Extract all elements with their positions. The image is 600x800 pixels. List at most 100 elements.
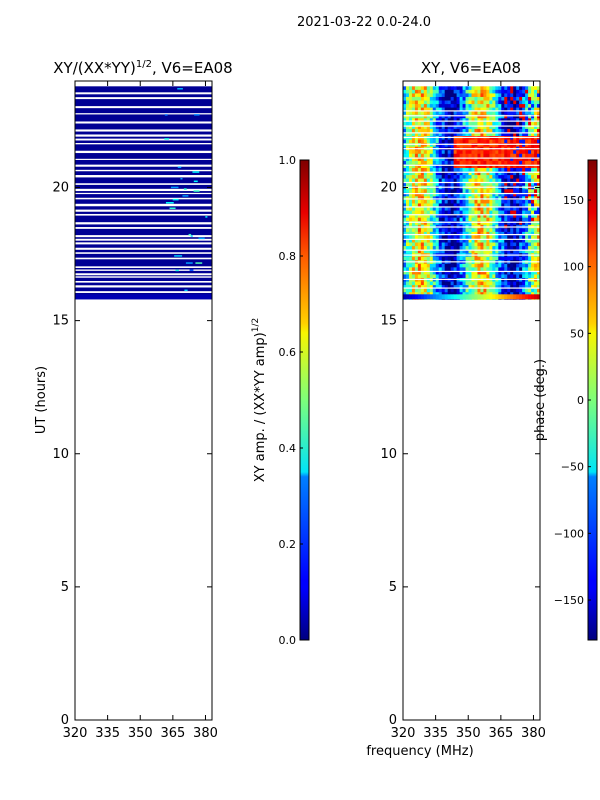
phase-cell [403, 189, 407, 194]
phase-cell [447, 100, 452, 105]
phase-panel-title: XY, V6=EA08 [421, 59, 521, 77]
amplitude-gap-line [75, 266, 212, 268]
amplitude-cell [169, 207, 176, 210]
phase-cell [414, 267, 419, 272]
amplitude-gap-line [75, 138, 212, 141]
phase-cell [471, 100, 475, 105]
phase-cell [510, 192, 514, 197]
phase-cell [450, 139, 455, 144]
phase-cell [474, 199, 478, 204]
phase-cell [414, 178, 419, 183]
phase-cell [462, 143, 466, 148]
phase-cell [462, 249, 466, 254]
phase-cell [489, 199, 493, 204]
phase-cell [414, 242, 419, 247]
phase-cell [435, 164, 440, 169]
amplitude-gap-line [75, 227, 212, 229]
phase-cell [492, 100, 496, 105]
amplitude-gap-line [75, 169, 212, 172]
phase-cell [411, 274, 416, 279]
phase-cell [537, 214, 540, 219]
phase-cell [435, 121, 440, 126]
phase-cell [411, 164, 416, 169]
phase-cell [423, 281, 428, 286]
phase-cell [432, 217, 437, 222]
phase-cell [468, 86, 472, 91]
amplitude-cell [185, 262, 193, 264]
phase-cell [435, 270, 440, 275]
phase-cell [537, 104, 540, 109]
phase-cell [477, 235, 481, 240]
phase-cell [462, 292, 466, 297]
phase-cell [474, 274, 478, 279]
phase-cell [426, 256, 431, 261]
phase-cell [453, 249, 458, 254]
phase-cell [477, 217, 481, 222]
phase-cell [522, 242, 526, 247]
phase-cell [477, 231, 481, 236]
amplitude-cell [177, 88, 183, 90]
phase-cell [531, 199, 535, 204]
phase-cell [513, 235, 517, 240]
phase-cell [444, 238, 449, 243]
phase-cell [525, 104, 529, 109]
phase-cell [462, 171, 466, 176]
phase-cell [447, 111, 452, 116]
phase-cell [501, 281, 505, 286]
phase-cell [462, 192, 466, 197]
phase-cell [522, 96, 526, 101]
phase-cell [486, 175, 490, 180]
phase-cell [405, 189, 410, 194]
phase-cell [426, 235, 431, 240]
phase-cell [447, 121, 452, 126]
phase-cell [534, 235, 538, 240]
phase-cell [441, 160, 446, 165]
phase-cell [519, 107, 523, 112]
phase-cell [492, 157, 496, 162]
phase-cell [468, 285, 472, 290]
phase-cell [432, 175, 437, 180]
phase-cell [504, 210, 508, 215]
phase-cell [507, 150, 511, 155]
phase-cell [525, 238, 529, 243]
phase-cell [519, 153, 523, 158]
phase-cell [471, 107, 475, 112]
phase-cell [486, 132, 490, 137]
phase-cell [403, 160, 407, 165]
phase-cell [474, 246, 478, 251]
phase-cell [420, 214, 425, 219]
phase-cell [480, 171, 484, 176]
phase-cell [501, 231, 505, 236]
phase-cell [516, 153, 520, 158]
phase-cell [474, 114, 478, 119]
phase-cell [450, 192, 455, 197]
phase-cell [477, 128, 481, 133]
phase-cell [534, 189, 538, 194]
phase-cell [531, 128, 535, 133]
phase-cell [468, 203, 472, 208]
phase-cell [528, 171, 532, 176]
phase-cell [468, 249, 472, 254]
phase-cell [489, 157, 493, 162]
phase-cell [483, 96, 487, 101]
phase-cell [507, 246, 511, 251]
phase-cell [468, 171, 472, 176]
phase-cell [420, 178, 425, 183]
phase-cell [435, 175, 440, 180]
phase-cell [507, 256, 511, 261]
phase-cell [531, 132, 535, 137]
phase-cell [471, 175, 475, 180]
phase-cell [426, 203, 431, 208]
phase-cell [403, 217, 407, 222]
phase-cell [453, 89, 458, 94]
phase-cell [537, 192, 540, 197]
phase-cell [504, 89, 508, 94]
phase-cell [429, 121, 434, 126]
phase-cell [408, 203, 413, 208]
phase-cell [456, 178, 460, 183]
phase-cell [403, 175, 407, 180]
phase-cell [489, 207, 493, 211]
phase-cell [480, 285, 484, 290]
colorbar-tick-label: 0.2 [279, 538, 297, 551]
